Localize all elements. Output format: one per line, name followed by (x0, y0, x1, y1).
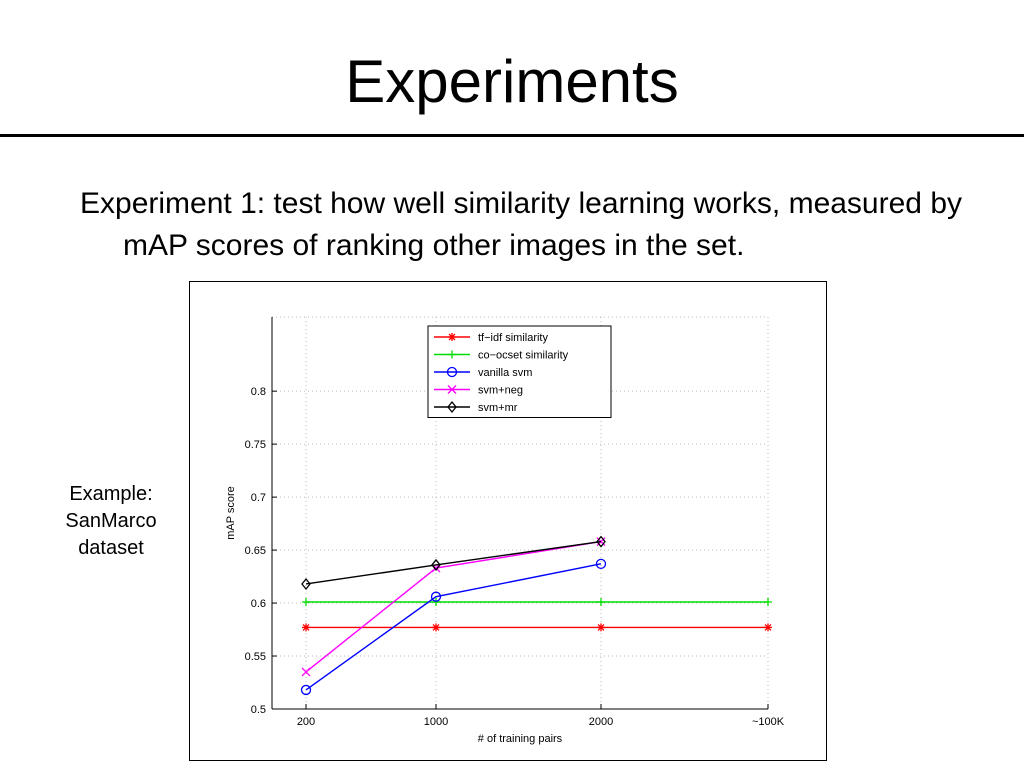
y-tick-label: 0.65 (245, 545, 266, 557)
data-point (430, 591, 442, 602)
data-point (764, 623, 772, 632)
y-tick-label: 0.75 (245, 439, 266, 451)
data-point (597, 597, 605, 606)
y-tick-label: 0.7 (251, 492, 266, 504)
y-tick-label: 0.55 (245, 651, 266, 663)
map-score-chart: 0.5 0.55 0.6 0.65 0.7 0.75 0.8 200 1000 2000 ~100K… (225, 316, 785, 745)
x-tick-label: 200 (297, 716, 315, 728)
data-point (432, 597, 440, 606)
data-point (302, 597, 310, 606)
data-point (596, 535, 606, 548)
legend-label: vanilla svm (478, 367, 532, 379)
series-line (305, 540, 602, 673)
legend-marker (447, 400, 457, 414)
x-tick-label: 2000 (589, 716, 613, 728)
data-point (302, 623, 310, 632)
data-point (432, 623, 440, 632)
legend-marker (448, 333, 456, 341)
data-point (301, 577, 311, 591)
data-point (431, 558, 441, 571)
series-line (305, 540, 602, 585)
x-tick-label: 1000 (424, 716, 448, 728)
slide-title: Experiments (345, 48, 679, 115)
series-line (305, 563, 602, 691)
dataset-note: Example: SanMarco dataset (65, 483, 157, 559)
legend-label: co−ocset similarity (478, 350, 569, 362)
title-divider (0, 134, 1024, 137)
data-point (595, 558, 607, 570)
experiment-description: Experiment 1: test how well similarity l… (80, 187, 962, 262)
y-tick-label: 0.8 (251, 386, 266, 398)
figure-frame: 0.5 0.55 0.6 0.65 0.7 0.75 0.8 200 1000 2000 ~100K… (189, 281, 827, 761)
data-point (764, 597, 772, 606)
data-point (300, 684, 312, 696)
x-tick-label: ~100K (752, 716, 785, 728)
legend-label: svm+mr (478, 402, 518, 414)
x-axis-label: # of training pairs (478, 733, 563, 745)
legend-marker (448, 350, 456, 359)
legend-marker (447, 385, 457, 394)
legend-label: svm+neg (478, 385, 523, 397)
y-tick-label: 0.6 (251, 598, 266, 610)
data-point (301, 667, 311, 677)
legend-label: tf−idf similarity (478, 332, 548, 344)
y-tick-label: 0.5 (251, 704, 266, 716)
y-axis-label: mAP score (225, 486, 237, 540)
legend-marker (446, 366, 458, 378)
data-point (597, 623, 605, 632)
